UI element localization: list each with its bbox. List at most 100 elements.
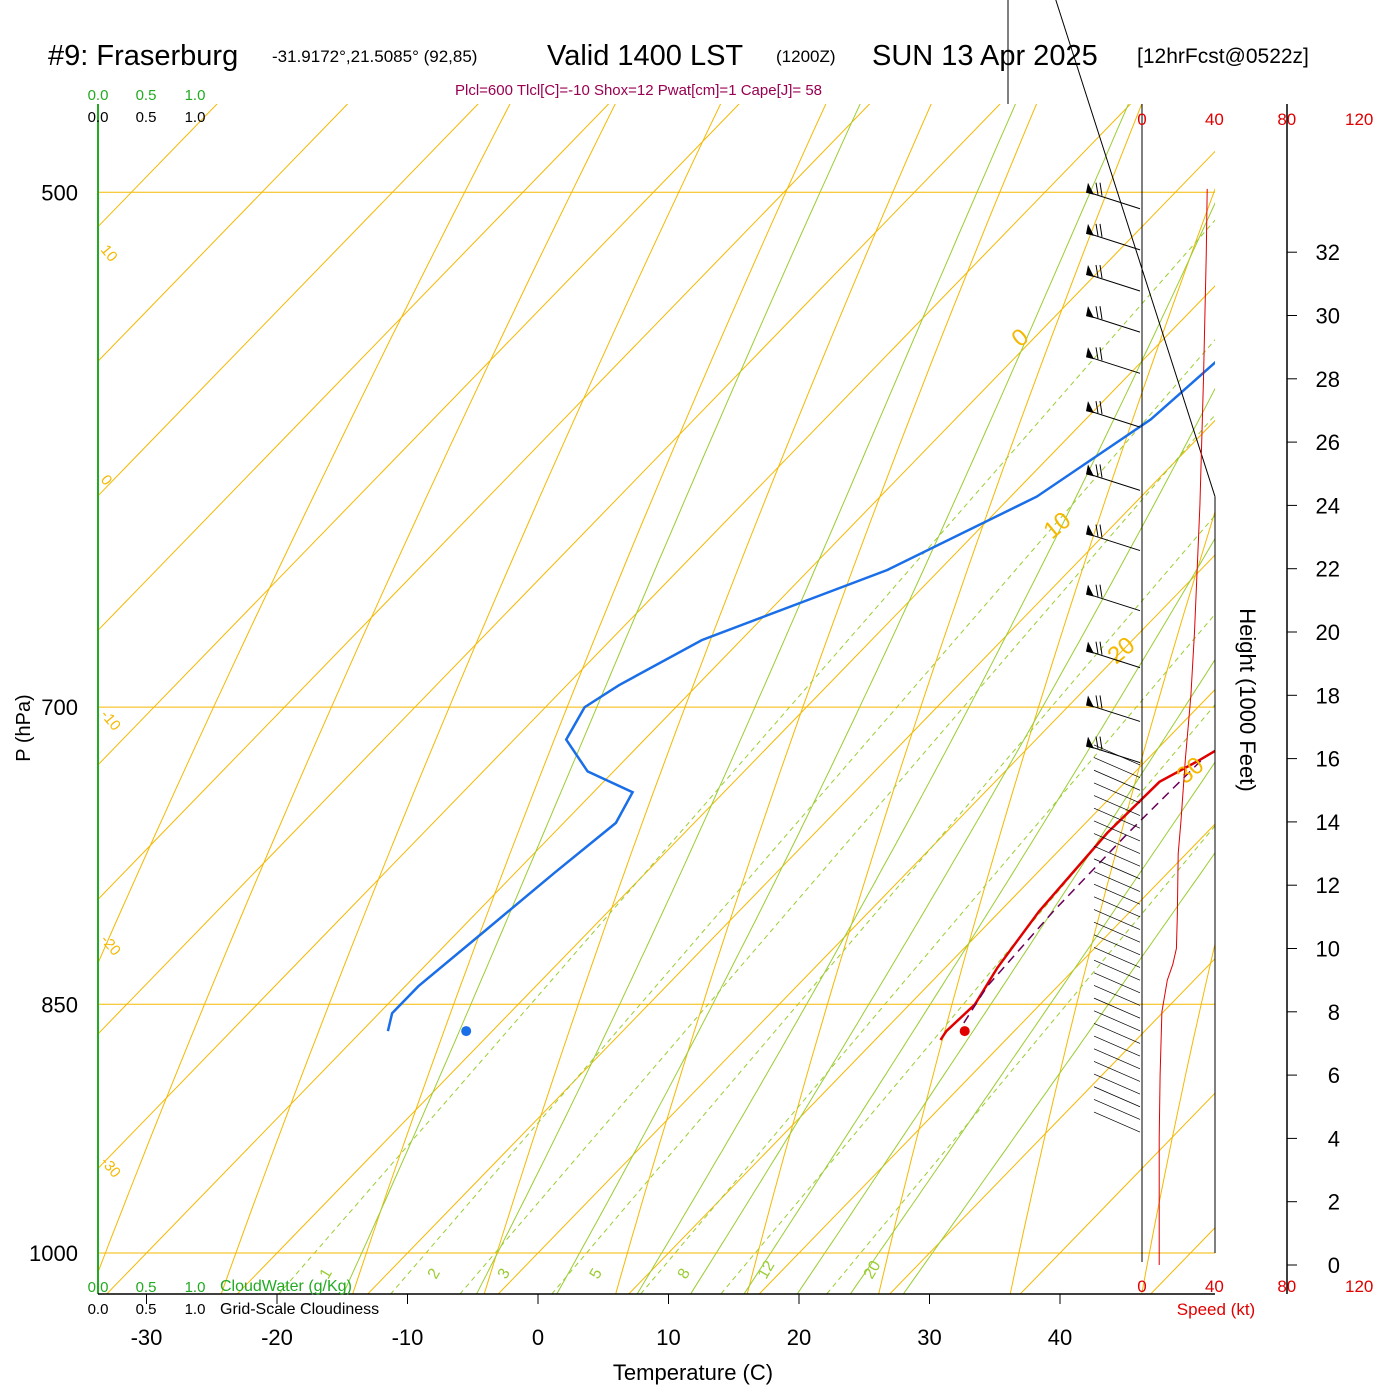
wind-barb-shaft bbox=[1089, 410, 1141, 428]
surface-temperature-dot bbox=[959, 1026, 970, 1037]
wind-barb-feather bbox=[1099, 524, 1103, 538]
wind-barb-shaft bbox=[1093, 997, 1141, 1019]
wind-barb-shaft bbox=[1093, 985, 1141, 1006]
wind-barb-feather bbox=[1095, 182, 1099, 195]
surface-dewpoint-dot bbox=[461, 1026, 472, 1037]
isotherm-line bbox=[236, 285, 1215, 1294]
cloudiness-tick-top: 1.0 bbox=[185, 109, 206, 126]
mixing-ratio-label: 8 bbox=[675, 1266, 694, 1282]
speed-tick-top: 80 bbox=[1277, 110, 1296, 129]
station-title: #9: Fraserburg bbox=[48, 40, 239, 72]
height-tick-label: 4 bbox=[1328, 1126, 1340, 1151]
isotherm-label: 10 bbox=[97, 242, 121, 266]
adiabat-label: 0 bbox=[1007, 323, 1035, 352]
wind-barb-feather bbox=[1095, 347, 1099, 360]
mixing-ratio-label: 5 bbox=[587, 1266, 606, 1282]
speed-tick-top: 120 bbox=[1345, 110, 1373, 129]
height-tick-label: 22 bbox=[1316, 557, 1340, 582]
height-tick-label: 18 bbox=[1316, 683, 1340, 708]
wind-barb-flag bbox=[1086, 347, 1094, 360]
moist-adiabat bbox=[556, 104, 1129, 1294]
wind-barb-shaft bbox=[1093, 1010, 1141, 1032]
speed-tick-bottom: 80 bbox=[1277, 1277, 1296, 1296]
wind-barb-feather bbox=[1099, 695, 1103, 709]
wind-barb-shaft bbox=[1089, 704, 1141, 722]
stability-indices: Plcl=600 Tlcl[C]=-10 Shox=12 Pwat[cm]=1 … bbox=[455, 82, 823, 99]
height-tick-label: 8 bbox=[1328, 1000, 1340, 1025]
station-coords: -31.9172°,21.5085° (92,85) bbox=[272, 47, 478, 66]
moist-adiabat bbox=[475, 104, 1016, 1294]
wind-barb-flag bbox=[1086, 306, 1094, 319]
wind-barb-feather bbox=[1099, 736, 1103, 750]
speed-axis-label: Speed (kt) bbox=[1177, 1300, 1255, 1319]
wind-barb-feather bbox=[1095, 584, 1099, 597]
adiabat-label: 10 bbox=[1039, 507, 1077, 545]
wind-barb-shaft bbox=[1093, 959, 1141, 981]
dry-adiabat bbox=[1141, 941, 1215, 1294]
isotherm-line bbox=[628, 688, 1215, 1294]
wind-barb-shaft bbox=[1093, 1073, 1141, 1095]
mixing-ratio-line bbox=[551, 514, 1215, 1294]
wind-barb-shaft bbox=[1093, 1111, 1141, 1133]
dry-adiabat bbox=[878, 187, 1215, 1294]
utc-time: (1200Z) bbox=[776, 47, 836, 66]
speed-tick-bottom: 0 bbox=[1137, 1277, 1146, 1296]
moist-adiabat bbox=[743, 537, 1215, 1294]
isotherm-line bbox=[98, 104, 610, 632]
wind-barb-shaft bbox=[1093, 934, 1141, 956]
cloudiness-tick-top: 0.5 bbox=[136, 109, 157, 126]
wind-barb-shaft bbox=[1093, 769, 1141, 791]
cloudwater-tick-bottom: 0.5 bbox=[136, 1279, 157, 1296]
wind-barb-shaft bbox=[1089, 746, 1141, 764]
wind-barb-shaft bbox=[1093, 909, 1141, 930]
wind-barb-feather bbox=[1095, 524, 1099, 537]
x-axis-label: Temperature (C) bbox=[613, 1360, 773, 1385]
wind-barb-shaft bbox=[1093, 782, 1141, 804]
wind-barb-feather bbox=[1095, 464, 1099, 477]
wind-barb-shaft bbox=[1093, 1035, 1141, 1057]
isotherm-line bbox=[98, 104, 1001, 1035]
cloudwater-tick-bottom: 0.0 bbox=[88, 1279, 109, 1296]
isotherm-line bbox=[98, 104, 1132, 1170]
isotherm-line bbox=[106, 150, 1215, 1294]
height-tick-label: 16 bbox=[1316, 747, 1340, 772]
speed-tick-top: 40 bbox=[1205, 110, 1224, 129]
isotherm-line bbox=[98, 104, 218, 228]
wind-barb-flag bbox=[1086, 695, 1094, 708]
wind-barb-shaft bbox=[1093, 1048, 1141, 1070]
wind-barb-shaft bbox=[1089, 594, 1141, 612]
wind-barb-shaft bbox=[1093, 1086, 1141, 1108]
dry-adiabat bbox=[746, 104, 1143, 1294]
cloudiness-label: Grid-Scale Cloudiness bbox=[220, 1301, 379, 1318]
wind-barb-flag bbox=[1086, 641, 1094, 654]
wind-barb-flag bbox=[1086, 265, 1094, 278]
cloudwater-tick-top: 0.5 bbox=[136, 87, 157, 104]
cloudwater-tick-bottom: 1.0 bbox=[185, 1279, 206, 1296]
sounding-profile bbox=[386, 360, 1215, 1041]
wind-barb-feather bbox=[1099, 347, 1103, 361]
mixing-ratio-label: 20 bbox=[861, 1258, 885, 1282]
wind-barb-flag bbox=[1086, 464, 1094, 477]
moist-adiabat bbox=[796, 658, 1215, 1294]
wind-barb-flag bbox=[1086, 182, 1094, 195]
wind-barb-shaft bbox=[1093, 858, 1141, 880]
wind-barb-shaft bbox=[1093, 871, 1141, 892]
wind-barb-shaft bbox=[1089, 534, 1141, 552]
wind-barb-shaft bbox=[1093, 896, 1141, 918]
speed-tick-bottom: 120 bbox=[1345, 1277, 1373, 1296]
wind-barb-feather bbox=[1099, 584, 1103, 598]
x-tick-label: 40 bbox=[1048, 1325, 1072, 1350]
wind-barb-flag bbox=[1086, 736, 1094, 749]
wind-barb-feather bbox=[1099, 641, 1103, 655]
mixing-ratio-label: 2 bbox=[425, 1266, 444, 1282]
pressure-tick-label: 500 bbox=[41, 180, 78, 205]
isotherm-line bbox=[367, 419, 1215, 1294]
pressure-tick-label: 700 bbox=[41, 695, 78, 720]
wind-barb-flag bbox=[1086, 584, 1094, 597]
thermo-lines bbox=[98, 104, 1215, 1294]
wind-barb-shaft bbox=[1093, 845, 1141, 867]
wind-barb-flag bbox=[1086, 401, 1094, 414]
isotherm-line bbox=[889, 957, 1215, 1294]
mixing-ratio-label: 3 bbox=[495, 1266, 514, 1282]
